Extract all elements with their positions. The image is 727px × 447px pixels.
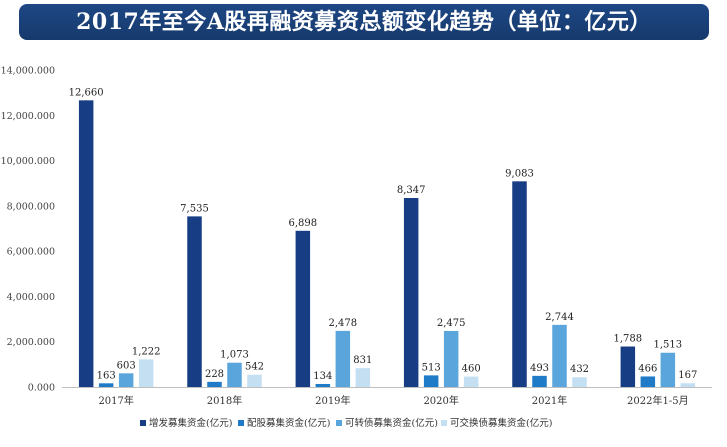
bar — [552, 324, 567, 387]
y-tick-label: 12,000.000 — [1, 111, 55, 122]
bar — [572, 377, 587, 387]
legend-swatch — [336, 420, 342, 426]
y-tick-label: 8,000.000 — [7, 201, 55, 212]
legend-item: 可转债募集资金(亿元) — [336, 417, 438, 429]
data-label: 228 — [205, 369, 224, 380]
data-label: 460 — [462, 364, 481, 375]
x-tick-label: 2022年1-5月 — [627, 394, 689, 407]
data-label: 2,744 — [545, 312, 574, 323]
bar — [443, 330, 459, 387]
data-label: 6,898 — [289, 218, 318, 229]
legend-label: 可转债募集资金(亿元) — [345, 417, 438, 429]
legend-swatch — [238, 420, 244, 426]
y-tick-label: 0.000 — [28, 383, 55, 394]
bar-series-3: 603 1,073 2,478 2,475 2,744 1,513 — [117, 312, 683, 387]
bar-series-2: 163 228 134 513 493 466 — [97, 362, 657, 387]
data-label: 2,475 — [437, 318, 466, 329]
legend-item: 增发募集资金(亿元) — [140, 417, 232, 429]
data-label: 493 — [530, 363, 549, 374]
legend-label: 增发募集资金(亿元) — [149, 417, 232, 429]
bar — [118, 373, 134, 387]
bar — [403, 198, 419, 387]
y-tick-label: 14,000.000 — [1, 66, 55, 77]
legend-swatch — [441, 420, 447, 426]
data-label: 1,073 — [220, 350, 249, 361]
legend: 增发募集资金(亿元) 配股募集资金(亿元) 可转债募集资金(亿元) 可交换债募集资金(… — [140, 417, 552, 429]
bar — [98, 383, 114, 387]
data-label: 542 — [245, 362, 264, 373]
x-tick-label: 2019年 — [315, 394, 350, 407]
bar — [423, 375, 439, 387]
y-axis: 0.000 2,000.000 4,000.000 6,000.000 8,000.00… — [1, 66, 55, 394]
x-tick-label: 2017年 — [98, 394, 133, 407]
data-label: 2,478 — [329, 318, 358, 329]
data-label: 432 — [570, 364, 589, 375]
legend-label: 可交换债募集资金(亿元) — [450, 417, 552, 429]
bar — [295, 230, 311, 387]
bar-series-4: 1,222 542 831 460 432 167 — [132, 346, 697, 387]
data-label: 1,788 — [614, 334, 643, 345]
legend-swatch — [140, 420, 146, 426]
data-label: 7,535 — [180, 203, 209, 214]
x-axis: 2017年 2018年 2019年 2020年 2021年 2022年1-5月 — [62, 387, 712, 407]
bar — [680, 383, 696, 387]
bar — [532, 375, 547, 387]
data-label: 12,660 — [69, 87, 104, 98]
bar — [660, 352, 676, 387]
x-tick-label: 2021年 — [532, 394, 567, 407]
legend-item: 可交换债募集资金(亿元) — [441, 417, 552, 429]
bar — [640, 376, 656, 387]
data-label: 466 — [638, 363, 657, 374]
bar — [463, 376, 479, 387]
bar — [187, 216, 202, 387]
bar — [138, 359, 154, 387]
y-tick-label: 4,000.000 — [7, 292, 55, 303]
data-label: 1,513 — [654, 340, 683, 351]
data-label: 9,083 — [505, 168, 534, 179]
y-tick-label: 2,000.000 — [7, 337, 55, 348]
bar — [620, 346, 636, 387]
data-label: 1,222 — [132, 346, 161, 357]
bar — [247, 374, 262, 387]
bar — [335, 330, 351, 387]
bar — [512, 181, 527, 387]
chart-title-banner: 2017年至今A股再融资募资总额变化趋势（单位：亿元） — [19, 4, 709, 40]
data-label: 134 — [313, 371, 332, 382]
bar-series-group: 12,660 7,535 6,898 8,347 9,083 1,788 163 228 134… — [69, 87, 697, 387]
x-tick-label: 2018年 — [207, 394, 242, 407]
data-label: 163 — [97, 370, 116, 381]
bar — [355, 368, 371, 387]
y-tick-label: 10,000.000 — [1, 156, 55, 167]
legend-label: 配股募集资金(亿元) — [247, 417, 330, 429]
data-label: 513 — [422, 362, 441, 373]
data-label: 603 — [117, 360, 136, 371]
legend-item: 配股募集资金(亿元) — [238, 417, 330, 429]
bar — [315, 383, 331, 387]
x-tick-label: 2020年 — [423, 394, 458, 407]
bar — [227, 362, 242, 387]
y-tick-label: 6,000.000 — [7, 247, 55, 258]
data-label: 167 — [678, 370, 697, 381]
bar-series-1: 12,660 7,535 6,898 8,347 9,083 1,788 — [69, 87, 642, 387]
data-label: 831 — [353, 355, 372, 366]
bar — [207, 381, 222, 387]
data-label: 8,347 — [397, 185, 426, 196]
bar — [78, 100, 94, 387]
